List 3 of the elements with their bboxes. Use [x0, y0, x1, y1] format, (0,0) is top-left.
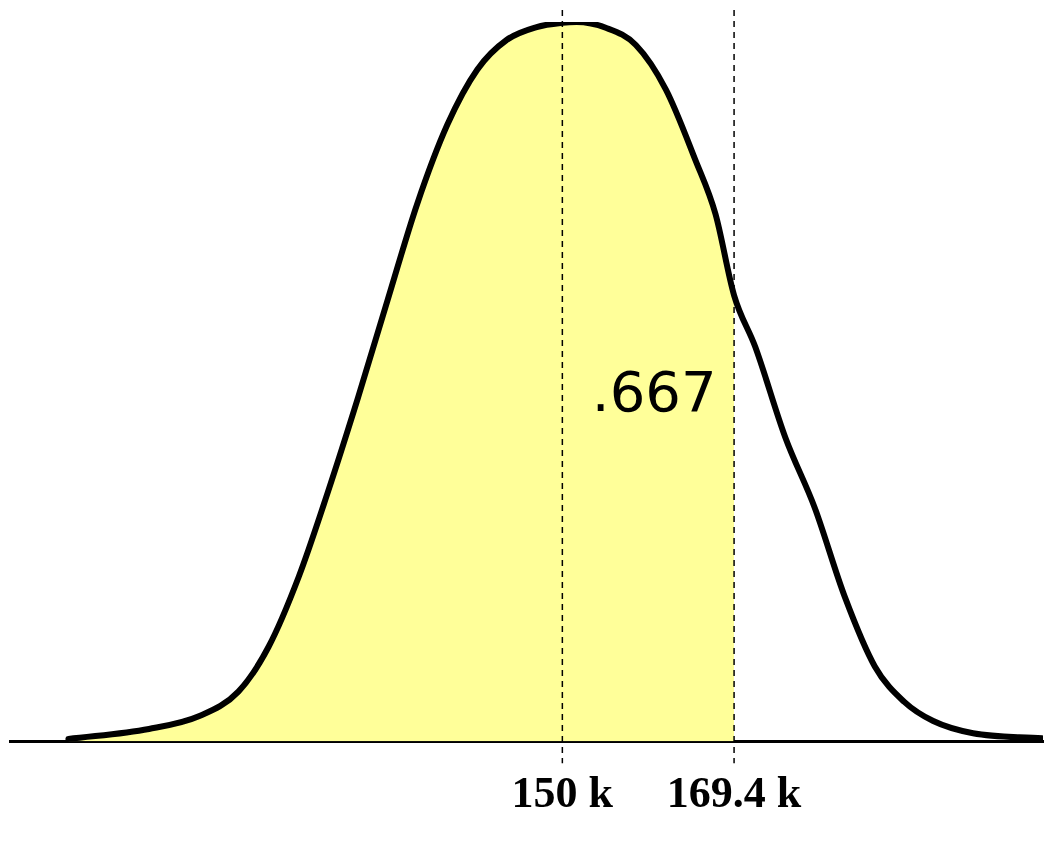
- x-tick-label: 150 k: [511, 767, 614, 817]
- annotation: .667: [591, 358, 717, 424]
- x-tick-label: 169.4 k: [666, 767, 802, 817]
